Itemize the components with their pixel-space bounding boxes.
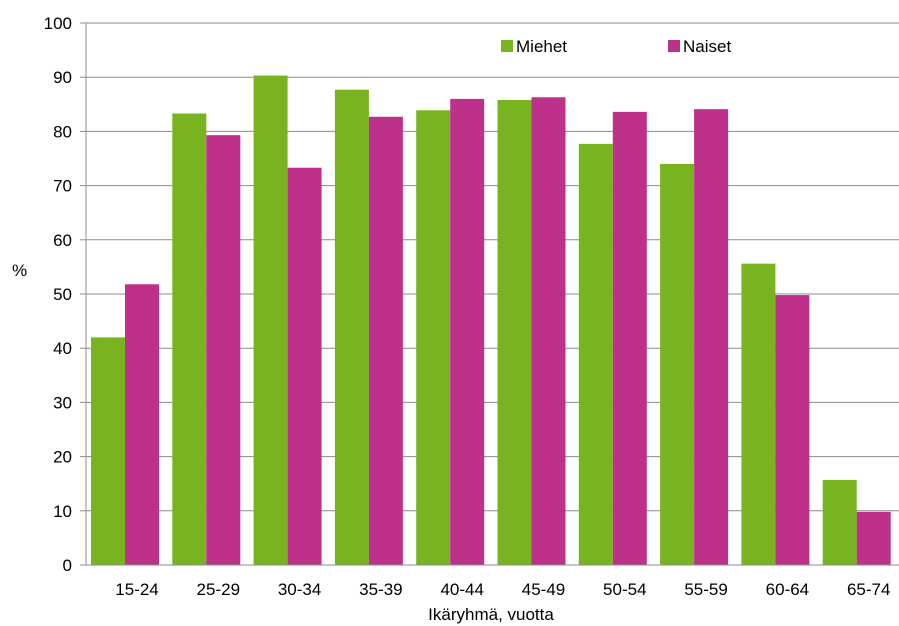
bar-naiset-50-54 (612, 111, 647, 565)
bar-naiset-55-59 (694, 109, 729, 565)
legend-label-naiset: Naiset (683, 37, 731, 56)
bar-naiset-45-49 (531, 97, 566, 565)
bar-miehet-55-59 (660, 163, 695, 566)
bar-naiset-30-34 (287, 167, 322, 566)
y-tick-label: 50 (53, 285, 72, 304)
bar-naiset-35-39 (368, 116, 403, 566)
x-tick-label: 50-54 (603, 580, 646, 599)
bars (91, 75, 891, 566)
x-tick-label: 25-29 (197, 580, 240, 599)
x-tick-label: 35-39 (359, 580, 402, 599)
bar-miehet-40-44 (416, 110, 451, 566)
bar-naiset-25-29 (206, 135, 241, 565)
legend: Miehet Naiset (501, 37, 731, 56)
bar-miehet-60-64 (741, 263, 776, 565)
x-axis-label: Ikäryhmä, vuotta (428, 605, 554, 624)
bar-miehet-15-24 (91, 337, 125, 565)
y-tick-label: 90 (53, 68, 72, 87)
x-axis-ticks: 15-24 25-29 30-34 35-39 40-44 45-49 50-54 55-59… (115, 580, 890, 599)
y-tick-label: 80 (53, 122, 72, 141)
x-tick-label: 60-64 (766, 580, 809, 599)
x-tick-label: 55-59 (684, 580, 727, 599)
bar-miehet-50-54 (578, 143, 613, 565)
y-tick-label: 0 (63, 556, 72, 575)
x-tick-label: 65-74 (847, 580, 890, 599)
x-tick-label: 30-34 (278, 580, 321, 599)
bar-naiset-60-64 (775, 295, 810, 565)
y-tick-label: 30 (53, 393, 72, 412)
legend-swatch-naiset (668, 40, 680, 52)
y-tick-label: 60 (53, 231, 72, 250)
bar-miehet-35-39 (334, 89, 369, 565)
bar-naiset-15-24 (125, 284, 159, 565)
bar-miehet-30-34 (253, 75, 288, 565)
y-tick-label: 40 (53, 339, 72, 358)
bar-miehet-45-49 (497, 99, 532, 566)
legend-label-miehet: Miehet (516, 37, 567, 56)
y-tick-label: 10 (53, 502, 72, 521)
y-tick-label: 20 (53, 448, 72, 467)
x-tick-label: 45-49 (522, 580, 565, 599)
bar-naiset-40-44 (450, 98, 485, 565)
bar-naiset-65-74 (856, 511, 891, 565)
y-tick-label: 100 (44, 14, 72, 33)
x-tick-label: 40-44 (440, 580, 483, 599)
bar-miehet-25-29 (172, 113, 207, 565)
y-axis-ticks: 0 10 20 30 40 50 60 70 80 90 100 (44, 14, 86, 575)
legend-swatch-miehet (501, 40, 513, 52)
y-tick-label: 70 (53, 177, 72, 196)
bar-miehet-65-74 (822, 479, 857, 565)
x-tick-label: 15-24 (115, 580, 158, 599)
y-axis-label: % (12, 261, 27, 280)
